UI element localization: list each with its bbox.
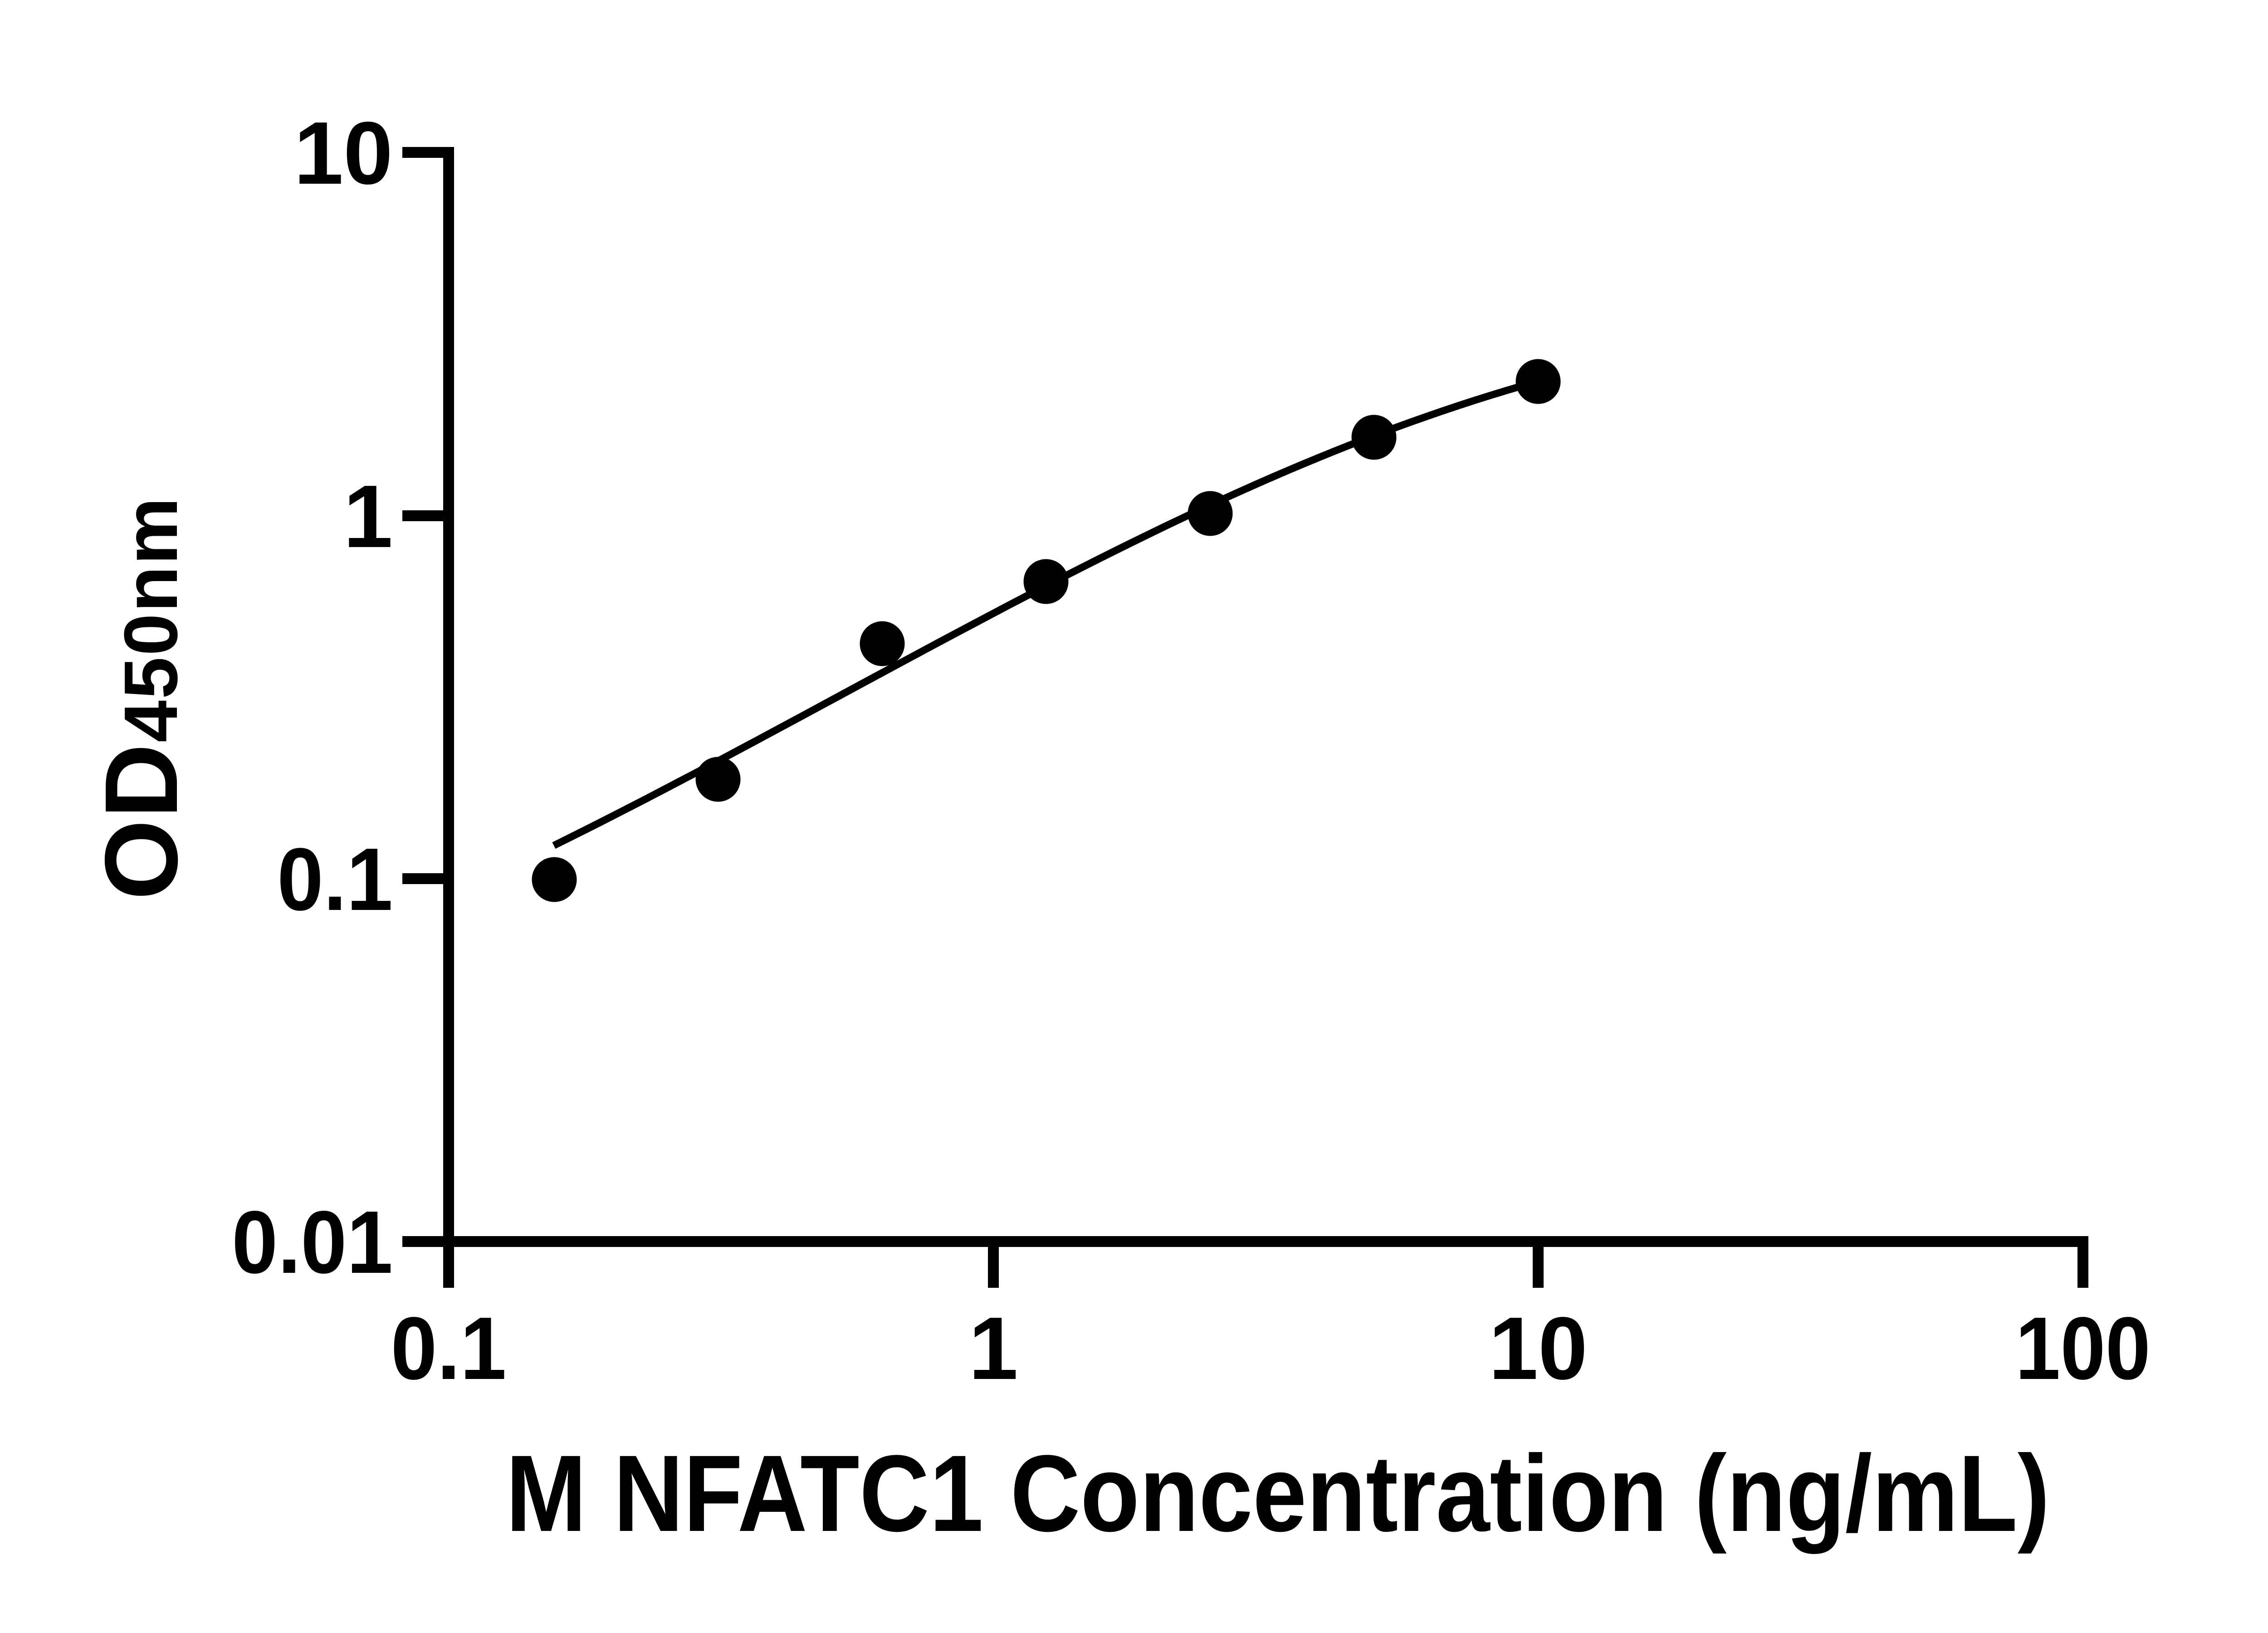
- svg-text:1: 1: [343, 467, 393, 566]
- svg-text:M NFATC1 Concentration (ng/mL): M NFATC1 Concentration (ng/mL): [506, 1433, 2050, 1554]
- svg-text:100: 100: [2015, 1299, 2151, 1398]
- svg-text:0.1: 0.1: [277, 830, 393, 929]
- svg-text:1: 1: [968, 1299, 1018, 1398]
- svg-text:0.01: 0.01: [232, 1193, 393, 1292]
- svg-text:10: 10: [294, 103, 393, 203]
- svg-text:0.1: 0.1: [391, 1299, 507, 1398]
- svg-text:10: 10: [1489, 1299, 1588, 1398]
